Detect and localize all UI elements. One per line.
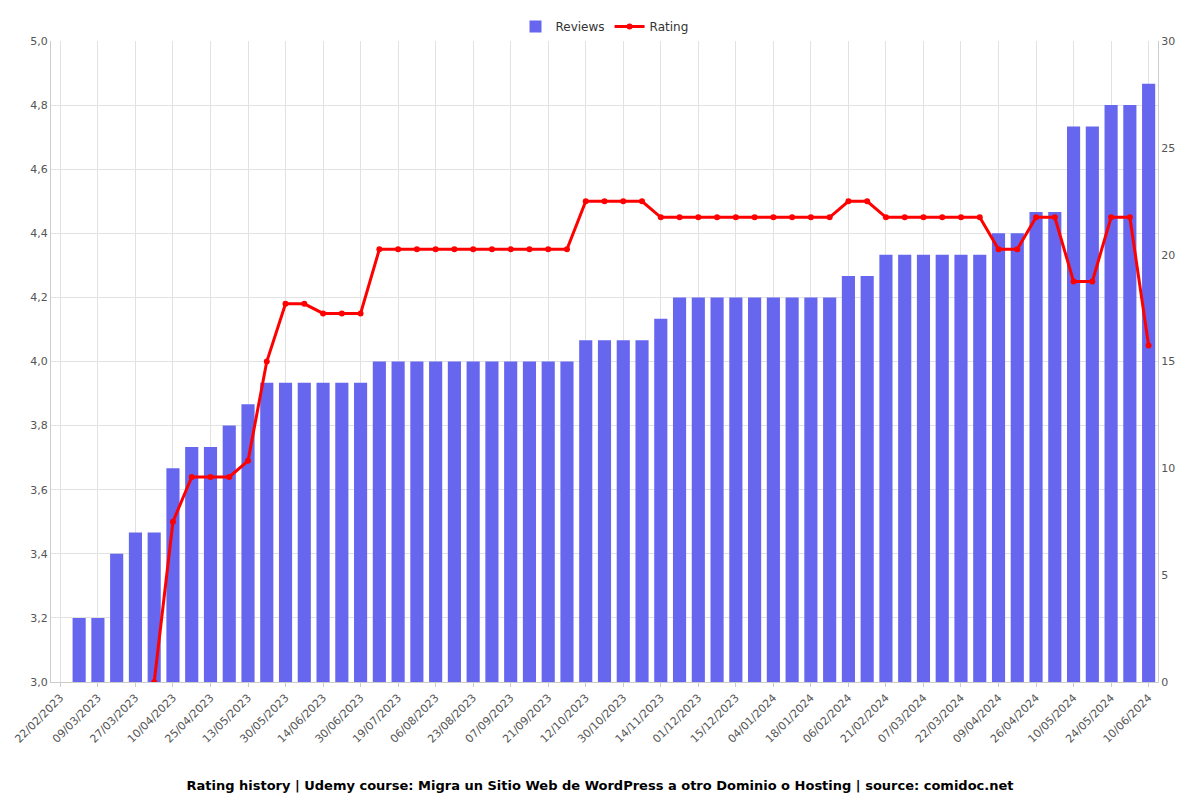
svg-text:06/02/2024: 06/02/2024: [800, 692, 854, 746]
svg-text:Rating: Rating: [650, 20, 689, 34]
svg-text:Rating history | Udemy course:: Rating history | Udemy course: Migra un …: [186, 778, 1013, 793]
svg-text:25/04/2023: 25/04/2023: [162, 692, 216, 746]
svg-text:23/08/2023: 23/08/2023: [425, 692, 479, 746]
svg-text:07/03/2024: 07/03/2024: [875, 692, 929, 746]
svg-text:21/09/2023: 21/09/2023: [500, 692, 554, 746]
svg-text:09/03/2023: 09/03/2023: [50, 692, 104, 746]
svg-text:07/09/2023: 07/09/2023: [463, 692, 517, 746]
svg-text:21/02/2024: 21/02/2024: [838, 692, 892, 746]
svg-text:4,0: 4,0: [30, 355, 48, 368]
svg-text:09/04/2024: 09/04/2024: [951, 692, 1005, 746]
svg-text:12/10/2023: 12/10/2023: [538, 692, 592, 746]
svg-text:15/12/2023: 15/12/2023: [688, 692, 742, 746]
svg-text:3,0: 3,0: [30, 676, 48, 689]
svg-text:3,2: 3,2: [30, 612, 48, 625]
svg-text:4,4: 4,4: [30, 227, 48, 240]
svg-text:04/01/2024: 04/01/2024: [725, 692, 779, 746]
svg-text:19/07/2023: 19/07/2023: [350, 692, 404, 746]
svg-text:0: 0: [1161, 676, 1168, 689]
svg-text:Reviews: Reviews: [556, 20, 605, 34]
svg-text:5: 5: [1161, 569, 1168, 582]
svg-text:30/06/2023: 30/06/2023: [313, 692, 367, 746]
svg-text:14/06/2023: 14/06/2023: [275, 692, 329, 746]
svg-text:10/05/2024: 10/05/2024: [1026, 692, 1080, 746]
svg-text:06/08/2023: 06/08/2023: [388, 692, 442, 746]
svg-text:4,2: 4,2: [30, 291, 48, 304]
svg-text:18/01/2024: 18/01/2024: [763, 692, 817, 746]
svg-text:20: 20: [1161, 249, 1175, 262]
svg-text:25: 25: [1161, 142, 1175, 155]
svg-text:27/03/2023: 27/03/2023: [87, 692, 141, 746]
svg-text:30/05/2023: 30/05/2023: [238, 692, 292, 746]
svg-text:22/02/2023: 22/02/2023: [12, 692, 66, 746]
svg-text:13/05/2023: 13/05/2023: [200, 692, 254, 746]
svg-text:10/06/2024: 10/06/2024: [1101, 692, 1155, 746]
svg-text:24/05/2024: 24/05/2024: [1063, 692, 1117, 746]
svg-text:3,8: 3,8: [30, 419, 48, 432]
svg-text:10/04/2023: 10/04/2023: [125, 692, 179, 746]
svg-text:26/04/2024: 26/04/2024: [988, 692, 1042, 746]
svg-text:3,4: 3,4: [30, 548, 48, 561]
svg-text:15: 15: [1161, 355, 1175, 368]
svg-text:4,8: 4,8: [30, 99, 48, 112]
svg-text:3,6: 3,6: [30, 484, 48, 497]
svg-text:4,6: 4,6: [30, 163, 48, 176]
svg-text:01/12/2023: 01/12/2023: [650, 692, 704, 746]
svg-text:5,0: 5,0: [30, 35, 48, 48]
svg-text:22/03/2024: 22/03/2024: [913, 692, 967, 746]
svg-text:30: 30: [1161, 35, 1175, 48]
svg-text:30/10/2023: 30/10/2023: [575, 692, 629, 746]
svg-text:10: 10: [1161, 462, 1175, 475]
svg-text:14/11/2023: 14/11/2023: [613, 692, 667, 746]
